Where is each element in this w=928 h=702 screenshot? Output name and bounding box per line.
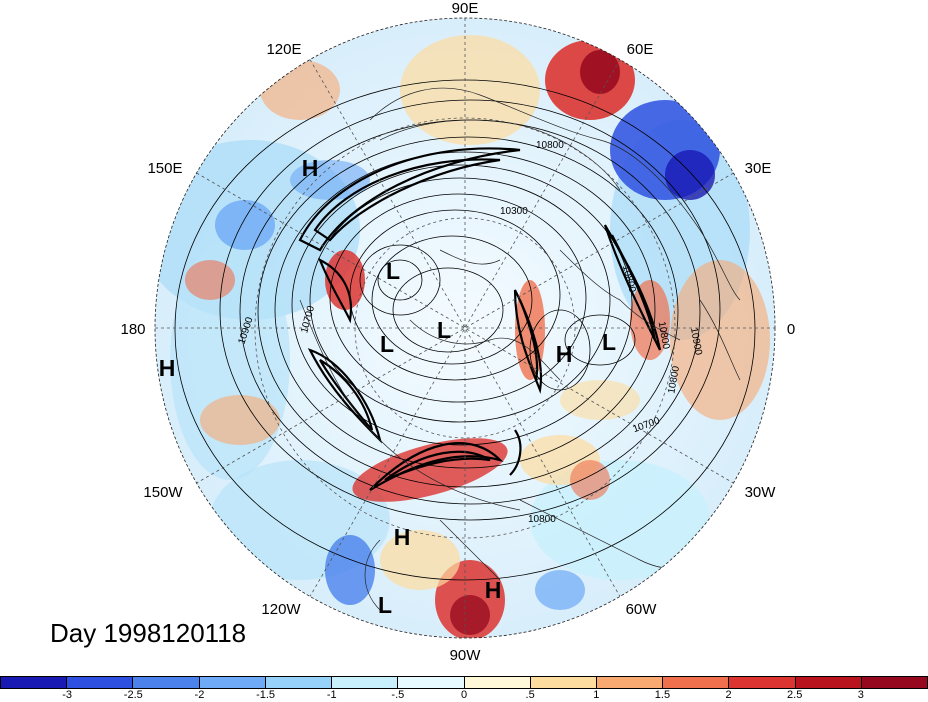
lon-label-180: 180	[120, 321, 145, 338]
lon-label-120w: 120W	[261, 601, 301, 618]
colorbar-tick-label: 1	[593, 689, 600, 701]
pressure-center-low: L	[437, 317, 451, 343]
colorbar-segment	[729, 677, 796, 688]
lon-label-90w: 90W	[450, 647, 482, 664]
colorbar-segment	[1, 677, 68, 688]
colorbar-segment	[398, 677, 465, 688]
jet-contours	[298, 147, 662, 491]
colorbar-tick-label: -1.5	[256, 689, 276, 701]
colorbar-tick-label: 0	[460, 689, 468, 701]
colorbar-tick-label: .5	[525, 689, 535, 701]
pressure-center-high: H	[485, 577, 502, 603]
day-title: Day 1998120118	[50, 618, 247, 648]
colorbar-segment	[67, 677, 134, 688]
colorbar-tick-label: 2	[725, 689, 732, 701]
lon-label-30e: 30E	[745, 160, 772, 177]
map-border	[154, 17, 776, 639]
contour-label: 10800	[536, 140, 564, 151]
lon-label-120e: 120E	[266, 41, 301, 58]
pressure-center-high: H	[394, 524, 411, 550]
lon-label-60w: 60W	[626, 601, 658, 618]
colorbar-tick-label: 2.5	[787, 689, 803, 701]
lon-label-60e: 60E	[627, 41, 654, 58]
colorbar-tick-label: 1.5	[654, 689, 671, 701]
pressure-center-low: L	[378, 592, 392, 618]
lon-label-150w: 150W	[143, 484, 183, 501]
colorbar-segment	[332, 677, 399, 688]
colorbar-tick-label: -3	[62, 689, 73, 701]
contour-label: 10800	[656, 321, 672, 351]
colorbar-segment	[265, 677, 333, 688]
colorbar-tick-label: -2	[194, 689, 205, 701]
polar-map: 90E 60E 120E 150E 30E 180 0 150W 30W 120…	[120, 0, 795, 664]
colorbar-segment	[596, 677, 664, 688]
contour-label: 10300	[500, 206, 528, 217]
colorbar-segment	[199, 677, 266, 688]
colorbar-segment	[464, 677, 531, 688]
colorbar-segment	[530, 677, 597, 688]
lon-label-150e: 150E	[147, 160, 182, 177]
graticule	[155, 18, 775, 638]
contour-label: 10800	[666, 365, 682, 395]
colorbar-tick-label: 3	[857, 689, 864, 701]
lon-label-0: 0	[787, 321, 795, 338]
colorbar-ticks: -3 -2.5 -2 -1.5 -1 -.5 0 .5 1 1.5 2 2.5 3	[0, 689, 928, 702]
anomaly-field	[155, 18, 775, 638]
colorbar-segment	[795, 677, 862, 688]
colorbar-segment	[133, 677, 200, 688]
colorbar-tick-label: -2.5	[123, 689, 143, 701]
contour-label: 10800	[528, 514, 556, 525]
colorbar-segment	[861, 677, 928, 688]
pressure-center-high: H	[556, 341, 573, 367]
pressure-center-low: L	[386, 258, 400, 284]
colorbar	[0, 676, 928, 689]
pressure-center-low: L	[380, 331, 394, 357]
contour-label: 10900	[688, 327, 704, 357]
lon-label-90e: 90E	[452, 0, 479, 17]
pressure-center-high: H	[159, 355, 176, 381]
colorbar-tick-label: -1	[326, 689, 337, 701]
colorbar-tick-label: -.5	[391, 689, 405, 701]
lon-label-30w: 30W	[745, 484, 777, 501]
pressure-center-low: L	[602, 329, 616, 355]
colorbar-segment	[663, 677, 730, 688]
pressure-center-high: H	[302, 155, 319, 181]
